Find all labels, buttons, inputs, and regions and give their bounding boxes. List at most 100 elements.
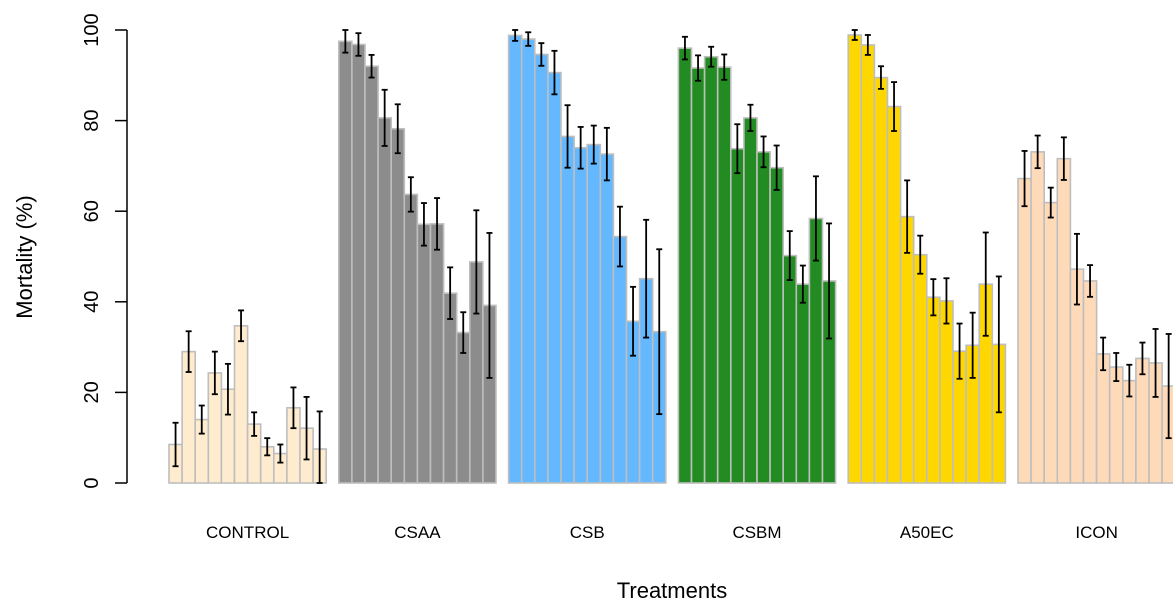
error-bar — [407, 176, 414, 213]
error-bar — [747, 103, 754, 132]
error-bar — [447, 266, 454, 320]
error-bar — [616, 205, 623, 268]
error-bar — [956, 322, 963, 380]
bar — [795, 283, 811, 484]
error-bar — [512, 29, 519, 42]
error-bar — [564, 104, 571, 169]
bar — [586, 143, 602, 484]
bar — [416, 223, 432, 484]
error-bar — [708, 45, 715, 68]
error-bar — [368, 54, 375, 79]
error-bar — [525, 31, 532, 47]
error-bar — [590, 124, 597, 165]
bar — [939, 300, 954, 484]
error-bar — [238, 309, 245, 343]
error-bar — [381, 88, 388, 147]
error-bar — [930, 278, 937, 317]
bar — [677, 47, 693, 484]
error-bar — [786, 230, 793, 281]
error-bar — [851, 29, 858, 41]
bar — [533, 53, 549, 484]
bar — [233, 325, 249, 484]
bar — [1161, 385, 1173, 484]
bar — [1135, 357, 1150, 484]
error-bar — [420, 202, 427, 247]
error-bar — [1047, 186, 1054, 219]
error-bar — [185, 330, 192, 373]
error-bar — [982, 231, 989, 337]
bar — [756, 151, 771, 484]
error-bar — [1073, 232, 1080, 306]
error-bar — [995, 275, 1002, 414]
bar — [1030, 151, 1045, 484]
error-bar — [355, 32, 362, 57]
error-bar — [917, 234, 924, 275]
group-labels: CONTROL CSAA CSB CSBM A50EC ICON — [206, 523, 1118, 542]
error-bar — [773, 144, 780, 191]
y-axis — [115, 29, 128, 484]
bar — [547, 71, 562, 484]
bar — [1056, 157, 1072, 484]
error-bar — [342, 29, 349, 54]
error-bar — [1126, 363, 1133, 398]
error-bar — [224, 362, 231, 416]
bar — [364, 65, 379, 484]
error-bar — [551, 49, 558, 96]
bar — [1043, 201, 1059, 484]
y-tick-label: 60 — [81, 200, 103, 222]
bar — [337, 40, 353, 484]
error-bar — [434, 197, 441, 251]
bar — [743, 117, 758, 484]
bar — [377, 117, 393, 484]
error-bar — [904, 179, 911, 254]
y-tick-label: 20 — [81, 381, 103, 403]
error-bar — [460, 311, 467, 354]
error-bar — [1113, 352, 1120, 382]
error-bar — [1152, 328, 1159, 398]
bar — [716, 66, 732, 484]
error-bar — [1060, 136, 1067, 181]
bar — [455, 331, 471, 484]
group-label: CSB — [570, 523, 605, 542]
error-bar — [316, 410, 323, 484]
y-axis-title: Mortality (%) — [12, 195, 37, 318]
bar — [403, 193, 419, 484]
error-bar — [734, 123, 741, 175]
group-label: CSAA — [394, 523, 441, 542]
error-bar — [290, 386, 297, 430]
error-bar — [943, 277, 950, 325]
bar — [912, 253, 928, 484]
error-bar — [760, 135, 767, 169]
bar — [507, 34, 523, 484]
bar — [899, 215, 915, 484]
error-bar — [799, 264, 806, 304]
error-bar — [1100, 336, 1107, 372]
error-bar — [656, 248, 663, 416]
error-bar — [211, 350, 218, 396]
y-tick-labels: 0 20 40 60 80 100 — [81, 13, 103, 488]
bar — [690, 67, 706, 484]
y-tick-label: 0 — [81, 477, 103, 488]
error-bar — [1139, 341, 1146, 376]
group-label: A50EC — [900, 523, 954, 542]
bar — [860, 44, 876, 484]
bar — [847, 34, 863, 484]
group-label: ICON — [1075, 523, 1118, 542]
y-tick-label: 100 — [81, 13, 103, 46]
bar — [1017, 177, 1032, 484]
bar — [886, 105, 902, 484]
error-bar — [198, 404, 205, 435]
bar — [925, 296, 941, 484]
error-bars-layer — [172, 29, 1172, 484]
bar — [1108, 366, 1124, 484]
error-bar — [1021, 150, 1028, 208]
bar — [1095, 353, 1111, 484]
error-bar — [864, 34, 871, 56]
error-bar — [826, 222, 833, 340]
error-bar — [264, 437, 271, 457]
error-bar — [251, 411, 258, 437]
error-bar — [969, 311, 976, 379]
error-bar — [603, 126, 610, 182]
